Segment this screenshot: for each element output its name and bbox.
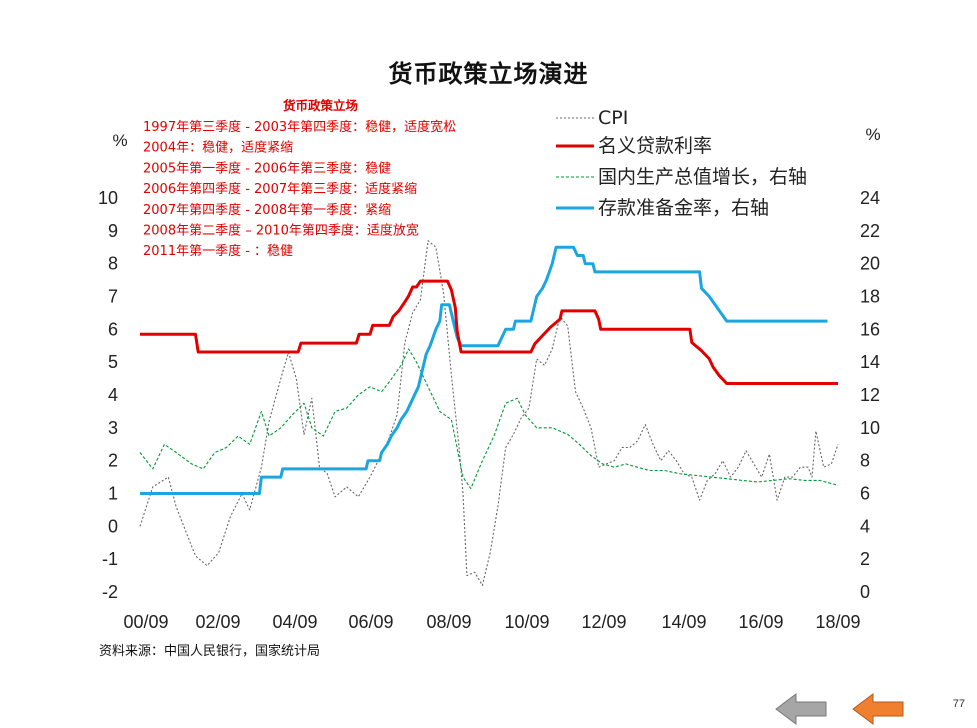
x-axis-tick-label: 06/09 [348,612,393,632]
annotation-title: 货币政策立场 [283,98,358,113]
right-axis-tick-label: 16 [860,319,880,339]
left-axis-tick-label: 6 [108,319,118,339]
annotation-line: 2006年第四季度 - 2007年第三季度：适度紧缩 [143,181,417,197]
legend-label: 存款准备金率，右轴 [598,197,769,219]
left-axis-tick-label: 0 [108,516,118,536]
annotation-line: 2011年第一季度 - ：稳健 [143,243,293,259]
policy-annotation: 货币政策立场 1997年第三季度 - 2003年第四季度：稳健，适度宽松 2004年… [143,98,456,259]
annotation-line: 2004年：稳健，适度紧缩 [143,140,293,156]
left-axis-tick-label: 7 [108,287,118,307]
right-axis-tick-label: 2 [860,549,870,569]
right-axis-tick-label: 22 [860,221,880,241]
left-axis-tick-label: 4 [108,385,118,405]
legend-label: CPI [598,107,628,129]
x-axis-tick-label: 10/09 [504,612,549,632]
left-axis-unit: % [112,131,127,150]
x-axis-tick-label: 14/09 [661,612,706,632]
series-line-2 [140,279,838,385]
right-axis-tick-label: 0 [860,582,870,602]
page-number: 77 [952,698,965,710]
next-page-arrow-icon[interactable] [851,692,905,726]
chart-title: 货币政策立场演进 [388,60,589,88]
left-axis-tick-label: 3 [108,418,118,438]
right-axis-tick-label: 12 [860,385,880,405]
x-axis-tick-label: 02/09 [195,612,240,632]
x-axis-tick-label: 16/09 [738,612,783,632]
series [139,240,839,586]
legend-label: 名义贷款利率 [598,135,712,157]
right-axis-tick-label: 4 [860,516,870,536]
right-axis-tick-label: 6 [860,484,870,504]
data-source: 资料来源：中国人民银行，国家统计局 [99,644,321,659]
axes: -2-101234567891002468101214161820222400/… [98,125,881,632]
left-axis-tick-label: 8 [108,254,118,274]
left-axis-tick-label: 2 [108,451,118,471]
right-axis-tick-label: 24 [860,188,880,208]
right-axis-tick-label: 8 [860,451,870,471]
annotation-line: 2005年第一季度 - 2006年第三季度：稳健 [143,160,391,176]
right-axis-tick-label: 10 [860,418,880,438]
x-axis-tick-label: 00/09 [123,612,168,632]
x-axis-tick-label: 04/09 [272,612,317,632]
series-line-1 [139,240,839,586]
x-axis-tick-label: 18/09 [815,612,860,632]
left-axis-tick-label: 1 [108,484,118,504]
left-axis-tick-label: -2 [102,582,118,602]
annotation-line: 2007年第四季度 - 2008年第一季度：紧缩 [143,202,391,218]
legend-label: 国内生产总值增长，右轴 [598,166,807,188]
left-axis-tick-label: 9 [108,221,118,241]
left-axis-tick-label: 10 [98,188,118,208]
left-axis-tick-label: -1 [102,549,118,569]
annotation-line: 2008年第二季度 – 2010年第四季度：适度放宽 [143,223,419,239]
x-axis-tick-label: 08/09 [426,612,471,632]
annotation-line: 1997年第三季度 - 2003年第四季度：稳健，适度宽松 [143,119,456,135]
x-axis-tick-label: 12/09 [581,612,626,632]
right-axis-tick-label: 20 [860,254,880,274]
right-axis-tick-label: 14 [860,352,880,372]
series-line-3 [139,348,839,490]
left-axis-tick-label: 5 [108,352,118,372]
right-axis-tick-label: 18 [860,287,880,307]
right-axis-unit: % [865,125,880,144]
series-line-4 [140,245,828,495]
prev-page-arrow-icon[interactable] [774,692,828,726]
